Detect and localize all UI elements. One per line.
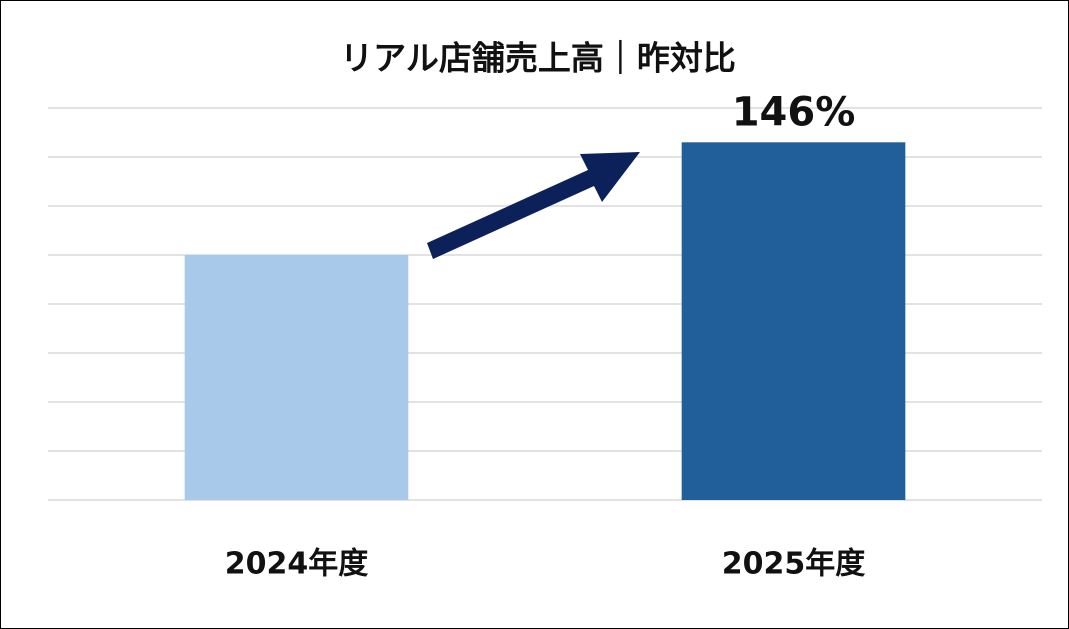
data-label: 146% <box>732 89 856 135</box>
bar <box>184 255 409 500</box>
chart-title: リアル店舗売上高｜昨対比 <box>340 39 736 78</box>
trend-arrow <box>427 152 640 259</box>
x-tick-label: 2025年度 <box>722 547 866 582</box>
x-tick-label: 2024年度 <box>225 547 369 582</box>
bar <box>681 142 906 501</box>
plot-area: 2024年度 2025年度 146% <box>48 89 1042 582</box>
